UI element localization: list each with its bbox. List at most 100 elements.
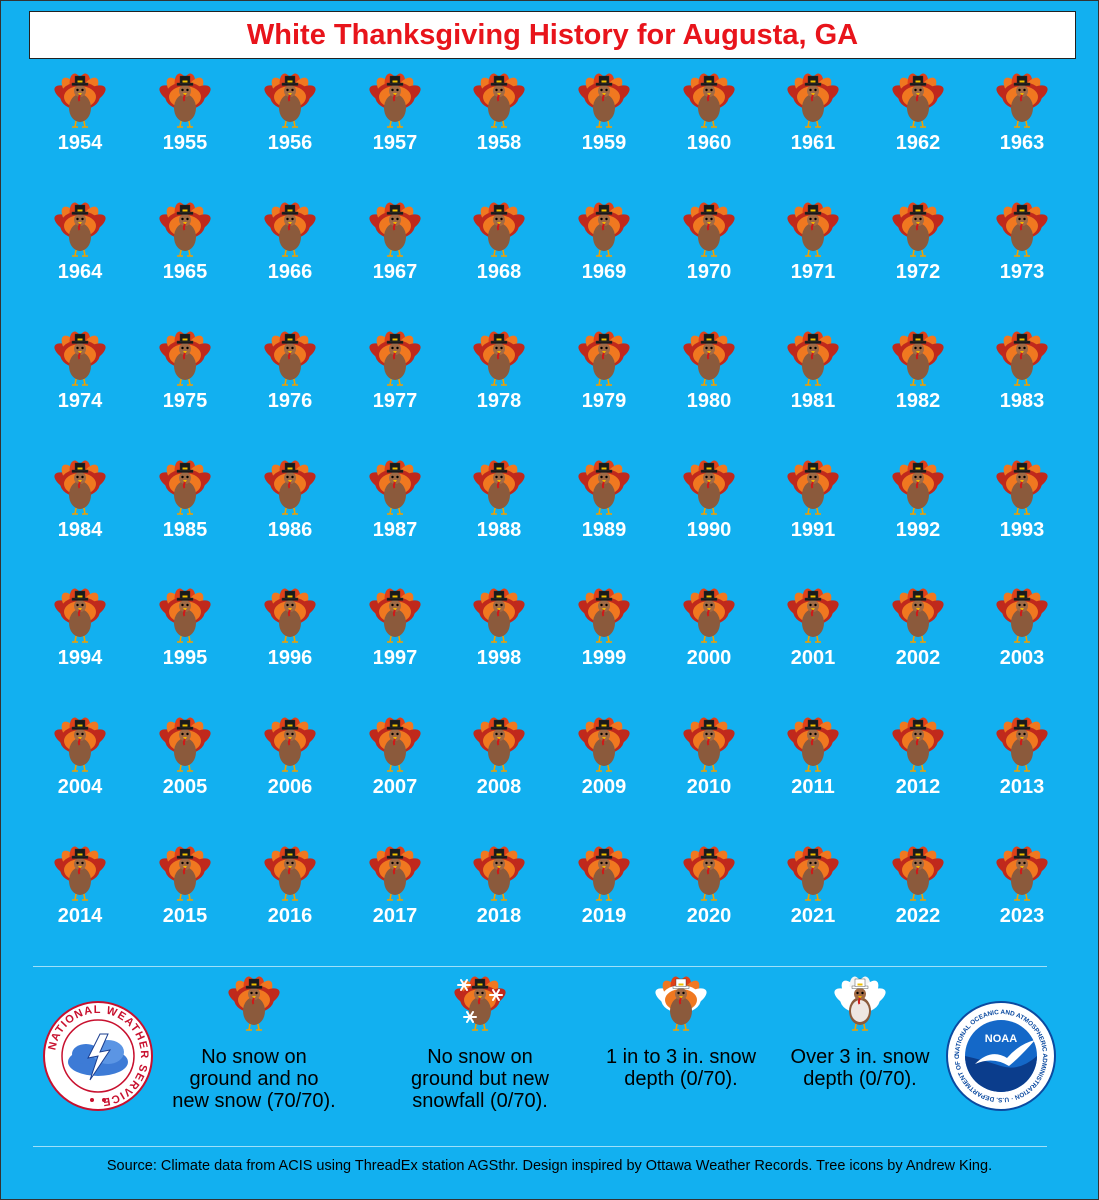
turkey-icon	[367, 330, 423, 388]
year-label: 1984	[57, 519, 103, 541]
turkey-snowflakes-icon	[452, 975, 508, 1038]
turkey-icon	[994, 72, 1050, 130]
year-label: 1995	[162, 647, 208, 669]
year-label: 1992	[895, 519, 941, 541]
turkey-icon	[367, 587, 423, 645]
year-label: 2000	[686, 647, 732, 669]
year-label: 2011	[791, 776, 835, 798]
legend-label: No snow on ground and no new snow (70/70…	[172, 1046, 336, 1112]
year-label: 2019	[581, 905, 627, 927]
turkey-icon	[890, 459, 946, 517]
year-label: 1955	[162, 132, 208, 154]
legend-item: No snow on ground but new snowfall (0/70…	[380, 975, 580, 1112]
turkey-icon	[52, 845, 108, 903]
turkey-icon	[681, 330, 737, 388]
year-label: 1980	[686, 390, 732, 412]
year-cell: 1989	[559, 459, 649, 569]
year-cell: 2018	[454, 845, 544, 955]
source-note: Source: Climate data from ACIS using Thr…	[106, 1158, 993, 1174]
turkey-icon	[52, 716, 108, 774]
year-cell: 1977	[350, 330, 440, 440]
turkey-icon	[367, 845, 423, 903]
turkey-icon	[367, 201, 423, 259]
year-cell: 1992	[873, 459, 963, 569]
turkey-icon	[890, 716, 946, 774]
year-cell: 2022	[873, 845, 963, 955]
year-label: 1987	[372, 519, 418, 541]
turkey-icon	[681, 72, 737, 130]
year-label: 1982	[895, 390, 941, 412]
year-label: 2021	[790, 905, 836, 927]
turkey-icon	[994, 845, 1050, 903]
year-cell: 2007	[350, 716, 440, 826]
year-label: 1983	[999, 390, 1045, 412]
legend-item: Over 3 in. snow depth (0/70).	[760, 975, 960, 1090]
year-label: 1973	[999, 261, 1045, 283]
year-cell: 1967	[350, 201, 440, 311]
legend-label: 1 in to 3 in. snow depth (0/70).	[605, 1046, 757, 1090]
year-cell: 1963	[977, 72, 1067, 182]
turkey-icon	[157, 845, 213, 903]
turkey-icon	[681, 845, 737, 903]
turkey-icon	[785, 716, 841, 774]
divider-top	[33, 966, 1047, 967]
turkey-icon	[890, 72, 946, 130]
year-label: 1976	[267, 390, 313, 412]
year-label: 1993	[999, 519, 1045, 541]
year-cell: 1958	[454, 72, 544, 182]
year-label: 1972	[895, 261, 941, 283]
turkey-icon	[367, 459, 423, 517]
year-cell: 1984	[35, 459, 125, 569]
year-label: 1994	[57, 647, 103, 669]
year-cell: 2011	[768, 716, 858, 826]
turkey-icon	[367, 72, 423, 130]
turkey-icon	[890, 845, 946, 903]
turkey-icon	[785, 845, 841, 903]
year-label: 2015	[162, 905, 208, 927]
year-label: 2014	[57, 905, 103, 927]
year-cell: 2001	[768, 587, 858, 697]
turkey-icon	[52, 72, 108, 130]
year-label: 1967	[372, 261, 418, 283]
year-label: 2010	[686, 776, 732, 798]
year-cell: 1975	[140, 330, 230, 440]
year-cell: 1995	[140, 587, 230, 697]
year-label: 1957	[372, 132, 418, 154]
turkey-icon	[890, 330, 946, 388]
legend-label: Over 3 in. snow depth (0/70).	[790, 1046, 930, 1090]
year-cell: 2019	[559, 845, 649, 955]
nws-logo: NATIONAL WEATHER SERVICE	[43, 1001, 153, 1111]
turkey-icon	[785, 201, 841, 259]
year-cell: 2004	[35, 716, 125, 826]
year-label: 2013	[999, 776, 1045, 798]
year-cell: 1981	[768, 330, 858, 440]
year-cell: 1974	[35, 330, 125, 440]
year-cell: 1965	[140, 201, 230, 311]
year-cell: 1979	[559, 330, 649, 440]
turkey-icon	[471, 716, 527, 774]
turkey-icon	[471, 587, 527, 645]
year-label: 1991	[790, 519, 836, 541]
year-label: 1986	[267, 519, 313, 541]
turkey-icon	[52, 459, 108, 517]
turkey-icon	[576, 201, 632, 259]
turkey-icon	[262, 587, 318, 645]
year-label: 1966	[267, 261, 313, 283]
year-cell: 1980	[664, 330, 754, 440]
turkey-icon	[471, 845, 527, 903]
year-cell: 1954	[35, 72, 125, 182]
year-cell: 2023	[977, 845, 1067, 955]
year-cell: 2010	[664, 716, 754, 826]
year-cell: 2017	[350, 845, 440, 955]
year-label: 1964	[57, 261, 103, 283]
year-label: 1989	[581, 519, 627, 541]
year-label: 1985	[162, 519, 208, 541]
year-grid: 1954 1955 1956 1957 1958 1959 1960 1961 1962 1963…	[35, 72, 1067, 955]
year-label: 2004	[57, 776, 103, 798]
year-label: 1969	[581, 261, 627, 283]
year-cell: 1986	[245, 459, 335, 569]
year-label: 2023	[999, 905, 1045, 927]
noaa-logo: NATIONAL OCEANIC AND ATMOSPHERIC ADMINIS…	[945, 1000, 1056, 1111]
turkey-icon	[367, 716, 423, 774]
year-cell: 2000	[664, 587, 754, 697]
